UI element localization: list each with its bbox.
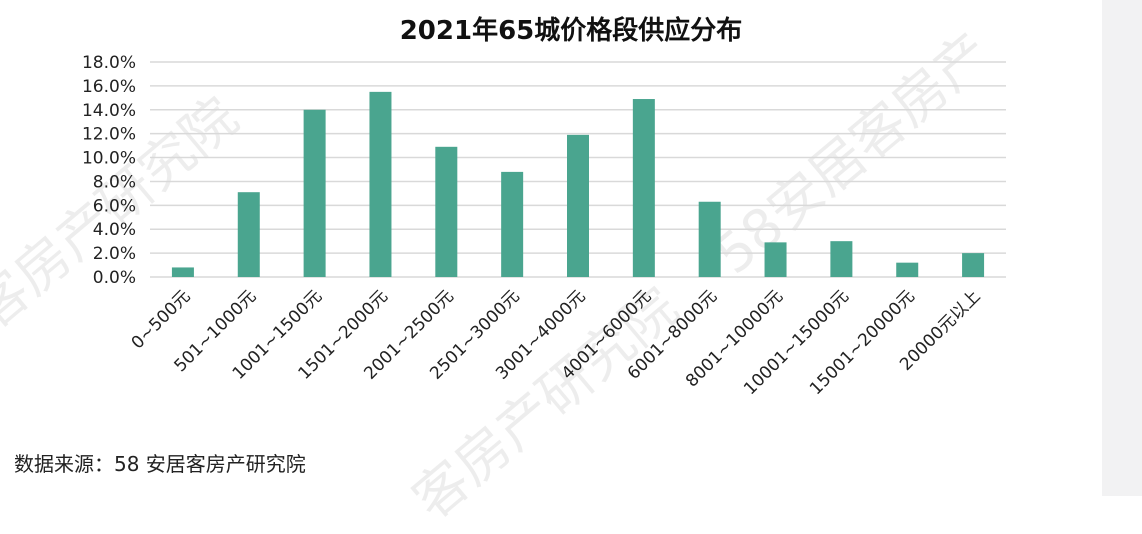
bar [501,171,524,277]
y-tick-label: 12.0% [82,125,136,145]
bar [764,242,787,277]
y-tick-label: 16.0% [82,77,136,97]
y-tick-label: 14.0% [82,101,136,121]
bar-chart: 0.0% 2.0% 4.0% 6.0% 8.0% 10.0% 12.0% 14.0% 16.0%… [82,53,1006,399]
y-tick-label: 18.0% [82,53,136,73]
y-tick-label: 10.0% [82,149,136,169]
source-note: 数据来源：58 安居客房产研究院 [14,452,306,476]
y-tick-label: 0.0% [93,268,136,288]
bar [567,134,589,277]
y-tick-label: 8.0% [93,172,136,192]
bar [435,146,458,277]
right-margin-strip [1102,0,1142,496]
y-tick-label: 2.0% [93,244,136,264]
x-tick-label: 0~500元 [128,286,195,353]
bar [237,192,260,277]
bar [632,99,655,278]
bar [303,109,326,278]
bar [171,267,194,277]
bar [369,91,392,277]
bar [698,201,721,277]
y-tick-label: 6.0% [93,196,136,216]
bar [830,241,853,277]
bar [896,262,919,277]
y-tick-label: 4.0% [93,220,136,240]
bar [962,253,985,277]
chart-title: 2021年65城价格段供应分布 [399,16,743,46]
